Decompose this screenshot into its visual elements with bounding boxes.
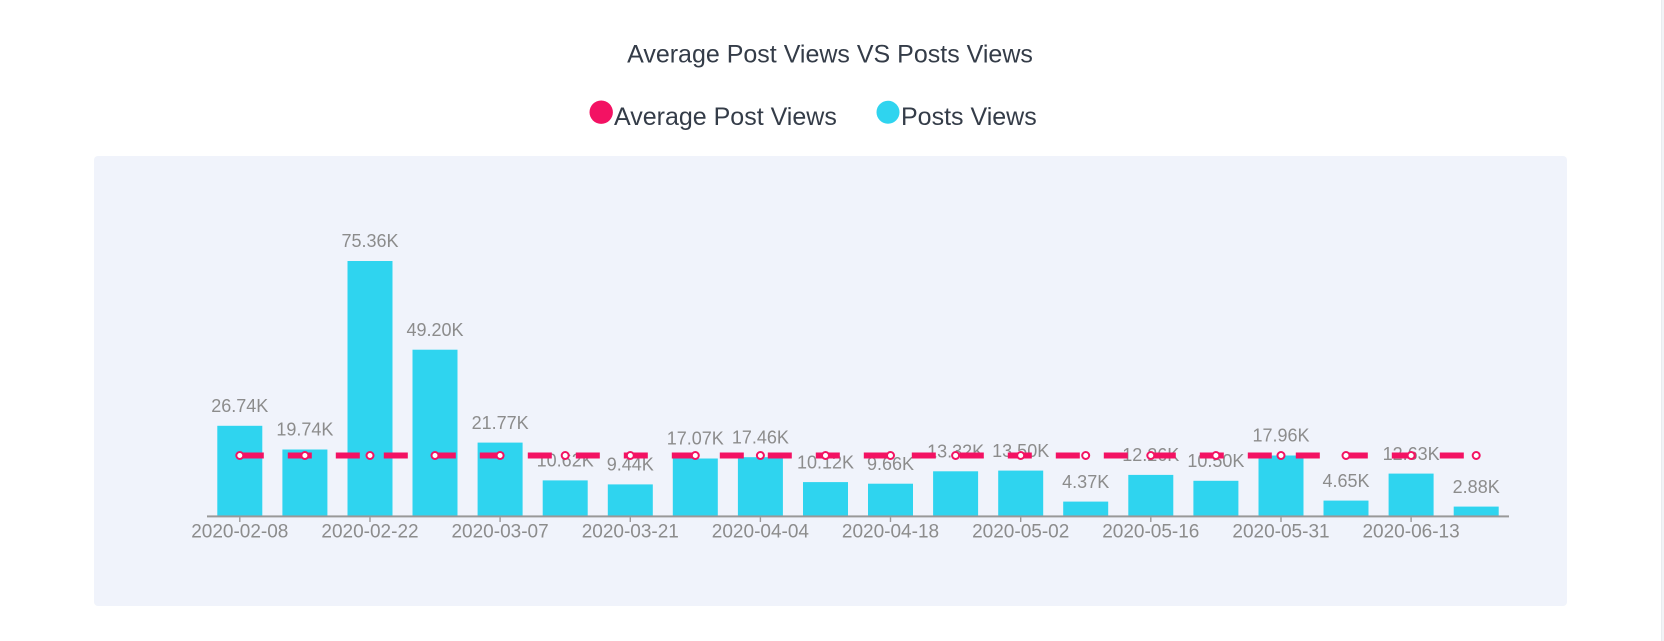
svg-text:13.50K: 13.50K xyxy=(992,441,1049,461)
svg-text:2020-02-08: 2020-02-08 xyxy=(191,521,288,542)
svg-text:2020-02-22: 2020-02-22 xyxy=(321,521,418,542)
svg-text:2020-04-04: 2020-04-04 xyxy=(712,521,810,542)
svg-text:9.66K: 9.66K xyxy=(867,454,914,474)
svg-text:26.74K: 26.74K xyxy=(211,396,268,416)
svg-text:Average Post Views: Average Post Views xyxy=(614,103,837,131)
svg-text:17.07K: 17.07K xyxy=(667,429,724,449)
svg-text:Average Post Views VS Posts Vi: Average Post Views VS Posts Views xyxy=(627,41,1033,69)
svg-text:17.96K: 17.96K xyxy=(1252,426,1309,446)
svg-text:2020-06-13: 2020-06-13 xyxy=(1362,521,1459,542)
svg-text:2020-05-16: 2020-05-16 xyxy=(1102,521,1199,542)
svg-text:19.74K: 19.74K xyxy=(276,420,333,440)
svg-text:75.36K: 75.36K xyxy=(341,231,398,251)
svg-text:2020-03-07: 2020-03-07 xyxy=(451,521,548,542)
svg-text:2.88K: 2.88K xyxy=(1453,477,1500,497)
svg-text:4.37K: 4.37K xyxy=(1062,472,1109,492)
svg-text:2020-05-31: 2020-05-31 xyxy=(1232,521,1329,542)
svg-text:2020-04-18: 2020-04-18 xyxy=(842,521,939,542)
svg-text:Posts Views: Posts Views xyxy=(901,103,1037,131)
svg-text:49.20K: 49.20K xyxy=(406,320,463,340)
svg-text:2020-05-02: 2020-05-02 xyxy=(972,521,1069,542)
svg-text:21.77K: 21.77K xyxy=(472,413,529,433)
svg-text:2020-03-21: 2020-03-21 xyxy=(582,521,679,542)
svg-text:4.65K: 4.65K xyxy=(1322,471,1369,491)
svg-text:17.46K: 17.46K xyxy=(732,427,789,447)
svg-text:9.44K: 9.44K xyxy=(607,455,654,475)
